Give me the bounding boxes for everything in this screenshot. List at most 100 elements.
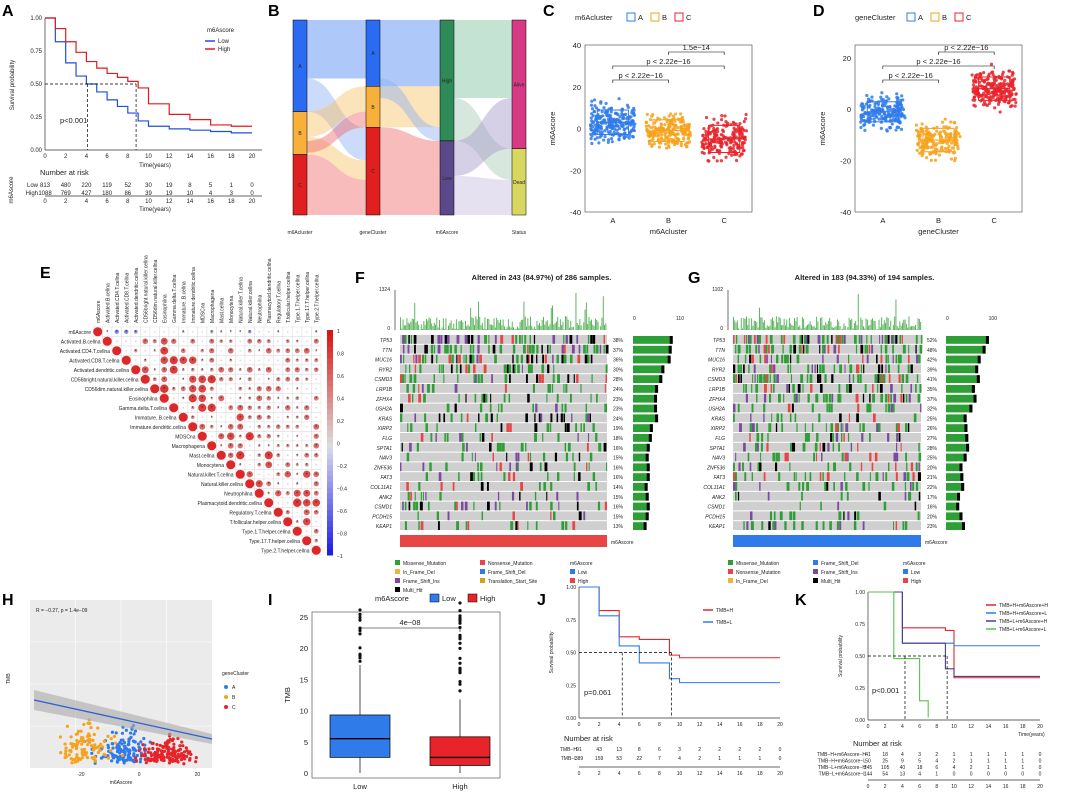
tmb-bar xyxy=(497,320,499,330)
mutation-cell xyxy=(735,452,737,462)
gene-label: RYR2 xyxy=(379,367,392,373)
mutation-cell xyxy=(517,521,519,530)
mutation-cell xyxy=(444,335,448,344)
y-tick-label: 0.75 xyxy=(30,49,42,55)
mutation-cell xyxy=(462,442,465,452)
risk-value: 2 xyxy=(698,747,701,753)
mutation-cell xyxy=(506,452,508,462)
risk-ylabel: m6Ascore xyxy=(9,176,15,204)
jitter-point xyxy=(744,129,749,133)
mutation-cell xyxy=(587,335,590,344)
gene-freq-bar xyxy=(946,394,977,403)
jitter-point xyxy=(719,159,724,163)
jitter-point xyxy=(885,105,890,110)
tmb-bar xyxy=(786,319,788,330)
x-axis-label: m6Ascore xyxy=(110,780,133,786)
corr-sig-mark: * xyxy=(239,453,241,459)
mutation-cell xyxy=(529,501,532,511)
mutation-cell xyxy=(454,344,457,354)
scatter-point xyxy=(163,749,167,753)
x-tick-label: B xyxy=(936,216,941,225)
corr-sig-mark: * xyxy=(201,349,203,355)
gene-label: FLG xyxy=(382,436,392,442)
mutation-cell xyxy=(747,335,750,344)
scatter-point xyxy=(93,759,98,763)
alluvial-axis-label: Status xyxy=(512,230,527,236)
corr-circle xyxy=(172,378,175,381)
corr-col-label: CD56dim.natural.killer.cellna xyxy=(153,259,159,323)
jitter-point xyxy=(895,92,899,96)
jitter-point xyxy=(647,142,652,146)
risk-value: 3 xyxy=(678,747,681,753)
jitter-point xyxy=(998,89,1002,93)
jitter-point xyxy=(715,133,719,137)
jitter-point xyxy=(896,96,900,100)
scatter-point xyxy=(65,724,69,728)
mutation-cell xyxy=(563,354,567,364)
tmb-bar xyxy=(441,327,443,330)
risk-x-tick: 12 xyxy=(968,784,974,790)
corr-sig-mark: * xyxy=(306,406,308,412)
corr-sig-mark: * xyxy=(230,377,232,383)
scale-label: 0 xyxy=(337,442,340,448)
mutation-cell xyxy=(756,423,759,432)
tmb-bar xyxy=(593,325,595,330)
mutation-cell xyxy=(479,433,482,442)
mutation-cell xyxy=(751,403,754,413)
scatter-point xyxy=(63,742,67,746)
mutation-cell xyxy=(786,354,789,364)
jitter-point xyxy=(879,95,883,99)
scatter-point xyxy=(91,748,96,752)
mutation-cell xyxy=(854,335,857,344)
mutation-cell xyxy=(413,335,417,344)
mutation-cell xyxy=(752,374,754,383)
scatter-point xyxy=(133,756,138,760)
corr-col-label: Activated.dendritic.cellna xyxy=(134,267,140,323)
gene-freq-bar-multi xyxy=(959,463,963,472)
corr-sig-mark: * xyxy=(230,406,232,412)
corr-sig-mark: * xyxy=(268,444,270,450)
jitter-point xyxy=(609,117,613,121)
corr-circle xyxy=(285,367,291,373)
jitter-point xyxy=(949,132,953,136)
scatter-point xyxy=(118,751,122,755)
mutation-cell xyxy=(837,423,840,432)
scatter-point xyxy=(123,747,127,751)
pct-label: 28% xyxy=(927,446,938,452)
jitter-point xyxy=(674,112,678,116)
gene-label: KRAS xyxy=(378,416,392,422)
risk-value: 1 xyxy=(738,756,741,762)
x-tick-label: 4 xyxy=(901,724,904,730)
tmb-bar xyxy=(807,324,808,330)
pct-label: 15% xyxy=(613,495,624,501)
jitter-point xyxy=(593,132,598,136)
tmb-bar xyxy=(811,324,812,330)
gene-row-bg xyxy=(400,384,607,393)
mutation-cell xyxy=(890,393,892,403)
gene-freq-bar-multi xyxy=(645,512,649,521)
mutation-cell xyxy=(514,364,516,374)
mutation-cell xyxy=(449,344,452,354)
mutation-cell xyxy=(822,442,826,452)
mutation-cell xyxy=(546,393,548,403)
mutation-cell xyxy=(920,403,922,413)
mutation-cell xyxy=(838,442,840,452)
jitter-point xyxy=(938,133,942,137)
pct-label: 26% xyxy=(927,426,938,432)
mutation-cell xyxy=(862,354,864,364)
mutation-cell xyxy=(544,462,548,472)
tmb-bar xyxy=(474,324,475,330)
tmb-bar xyxy=(558,327,560,330)
mutation-cell xyxy=(733,403,736,413)
scatter-point xyxy=(64,749,68,753)
mutation-cell xyxy=(576,501,579,511)
scatter-point xyxy=(109,749,113,753)
tmb-bar xyxy=(872,318,873,330)
panel-letter-b: B xyxy=(268,3,280,20)
mutation-cell xyxy=(765,344,768,354)
jitter-point xyxy=(618,115,622,119)
mutation-cell xyxy=(799,501,801,511)
risk-x-label: Time(years) xyxy=(139,207,171,213)
legend-swatch xyxy=(906,12,916,22)
